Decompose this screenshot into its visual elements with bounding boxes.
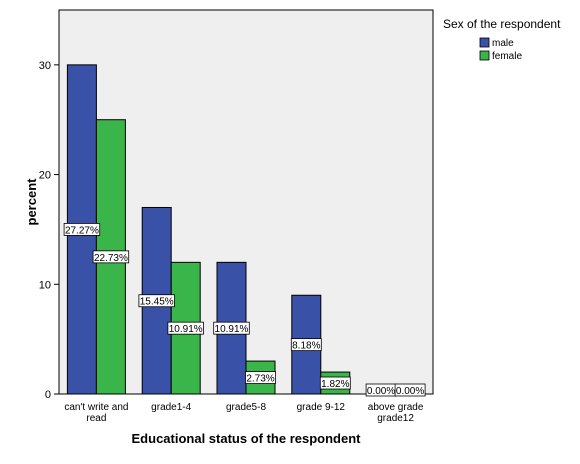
- legend-label-female: female: [492, 51, 522, 62]
- y-tick-label: 30: [39, 60, 51, 72]
- data-label-text: 10.91%: [169, 324, 203, 335]
- data-label-female-4: 0.00%: [394, 383, 426, 397]
- data-label-text: 0.00%: [367, 386, 395, 397]
- data-label-text: 15.45%: [140, 297, 174, 308]
- data-label-box: [63, 223, 101, 236]
- data-labels: 27.27% 22.73% 15.45% 10.91% 10.91% 2.73% 8.18%…: [63, 223, 426, 397]
- x-tick-label: can't write and read: [64, 402, 128, 424]
- data-label-text: 10.91%: [215, 324, 249, 335]
- y-tick-label: 0: [45, 389, 51, 401]
- data-label-male-2: 10.91%: [213, 321, 250, 335]
- x-axis: can't write and read grade1-4 grade5-8 grade…: [64, 402, 424, 424]
- y-axis-label: percent: [24, 178, 39, 226]
- data-label-box: [319, 376, 351, 390]
- legend-items: male female: [479, 37, 522, 62]
- data-label-text: 2.73%: [246, 374, 274, 385]
- data-label-box: [245, 371, 276, 384]
- y-axis: 0 10 20 30: [39, 60, 59, 401]
- x-tick-label: grade5-8: [226, 402, 266, 413]
- legend-swatch-female: [479, 50, 490, 61]
- data-label-box: [138, 294, 175, 308]
- data-label-female-2: 2.73%: [245, 371, 276, 385]
- x-tick-label: above grade grade12: [368, 402, 424, 424]
- data-label-female-3: 1.82%: [319, 376, 351, 390]
- data-label-male-1: 15.45%: [138, 294, 175, 308]
- data-label-box: [394, 383, 426, 397]
- data-label-male-3: 8.18%: [290, 338, 322, 352]
- data-label-box: [92, 250, 130, 264]
- x-tick-label: grade 9-12: [297, 402, 346, 413]
- data-label-text: 27.27%: [65, 225, 99, 236]
- data-label-male-4: 0.00%: [365, 383, 397, 397]
- legend-swatch-male: [479, 37, 490, 48]
- x-tick-label: grade1-4: [151, 402, 191, 413]
- data-label-female-0: 22.73%: [92, 250, 130, 264]
- legend-title: Sex of the respondent: [443, 17, 561, 31]
- data-label-box: [290, 338, 322, 352]
- y-tick-label: 10: [39, 279, 51, 291]
- data-label-female-1: 10.91%: [167, 321, 204, 335]
- data-label-text: 1.82%: [321, 379, 349, 390]
- x-axis-label: Educational status of the respondent: [132, 431, 362, 446]
- data-label-male-0: 27.27%: [63, 223, 101, 236]
- data-label-text: 22.73%: [94, 253, 128, 264]
- data-label-text: 8.18%: [292, 341, 320, 352]
- data-label-box: [167, 321, 204, 335]
- data-label-text: 0.00%: [396, 386, 424, 397]
- legend: Sex of the respondent male female: [443, 17, 561, 62]
- data-label-box: [213, 321, 250, 335]
- legend-label-male: male: [492, 38, 514, 49]
- y-tick-label: 20: [39, 170, 51, 182]
